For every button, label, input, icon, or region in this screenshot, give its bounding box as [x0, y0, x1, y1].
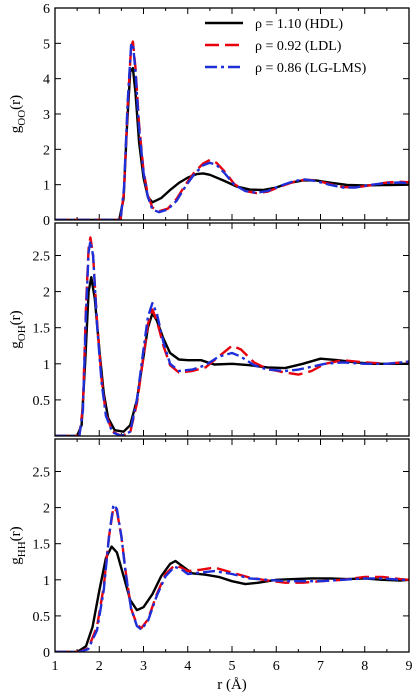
- y-axis-label-main: g: [8, 557, 24, 565]
- series-line-lglms: [55, 503, 409, 652]
- series-line-hdl: [55, 276, 409, 436]
- plot-frame: [54, 7, 410, 221]
- y-axis-label-tail: (r): [8, 95, 24, 110]
- legend-label-hdl: ρ = 1.10 (HDL): [255, 17, 343, 32]
- y-axis-label-sub: OO: [16, 110, 28, 126]
- series-line-hdl: [55, 545, 409, 652]
- y-tick-label: 2: [43, 502, 50, 517]
- y-tick-label: 1.5: [33, 322, 51, 337]
- legend-label-lglms: ρ = 0.86 (LG-LMS): [255, 61, 367, 76]
- y-axis-label: gOO(r): [8, 95, 28, 133]
- y-tick-label: 3: [43, 108, 50, 123]
- y-axis-label-sub: OH: [16, 325, 28, 341]
- y-tick-label: 0: [43, 214, 50, 229]
- x-axis-label: r (Å): [217, 677, 247, 693]
- series-line-lglms: [55, 239, 409, 436]
- y-tick-label: 1: [43, 179, 50, 194]
- panel-hh: 1 2 3 4 5 6 7 8 9 0 0.5 1 1.5 2 2.5 gHH(r) r (Å): [8, 438, 413, 693]
- y-tick-label: 0: [43, 646, 50, 661]
- x-tick-label: 2: [96, 659, 103, 674]
- y-tick-label: 0.5: [33, 610, 51, 625]
- y-tick-label: 1: [43, 574, 50, 589]
- y-axis-label-sub: HH: [16, 541, 28, 557]
- y-axis-label-main: g: [8, 341, 24, 349]
- plot-frame: [54, 438, 410, 653]
- y-tick-label: 2: [43, 286, 50, 301]
- x-tick-label: 5: [229, 659, 236, 674]
- y-axis-label-tail: (r): [8, 526, 24, 541]
- x-tick-label: 3: [140, 659, 147, 674]
- y-tick-label: 5: [43, 37, 50, 52]
- series-line-hdl: [55, 66, 409, 220]
- y-tick-label: 1: [43, 358, 50, 373]
- series-line-lglms: [55, 42, 409, 220]
- series-line-ldl: [55, 236, 409, 436]
- y-axis-label: gOH(r): [8, 310, 28, 348]
- y-tick-label: 2.5: [33, 465, 51, 480]
- y-tick-label: 0.5: [33, 394, 51, 409]
- x-tick-label: 8: [361, 659, 368, 674]
- x-tick-label: 6: [273, 659, 280, 674]
- legend-label-ldl: ρ = 0.92 (LDL): [255, 39, 342, 54]
- y-axis-label: gHH(r): [8, 526, 28, 564]
- y-axis-label-tail: (r): [8, 310, 24, 325]
- legend: ρ = 1.10 (HDL) ρ = 0.92 (LDL) ρ = 0.86 (…: [205, 17, 367, 76]
- panel-oh: 0.5 1 1.5 2 2.5 gOH(r): [8, 222, 410, 437]
- x-tick-label: 9: [406, 659, 413, 674]
- y-tick-label: 2.5: [33, 249, 51, 264]
- y-tick-label: 1.5: [33, 538, 51, 553]
- x-tick-label: 4: [184, 659, 191, 674]
- y-tick-label: 2: [43, 143, 50, 158]
- x-tick-label: 7: [317, 659, 324, 674]
- x-tick-label: 1: [52, 659, 59, 674]
- y-axis-label-main: g: [8, 125, 24, 133]
- y-tick-label: 4: [43, 73, 50, 88]
- y-tick-label: 6: [43, 2, 50, 17]
- plot-frame: [54, 222, 410, 437]
- panel-oo: 0 1 2 3 4 5 6 gOO(r): [8, 2, 410, 229]
